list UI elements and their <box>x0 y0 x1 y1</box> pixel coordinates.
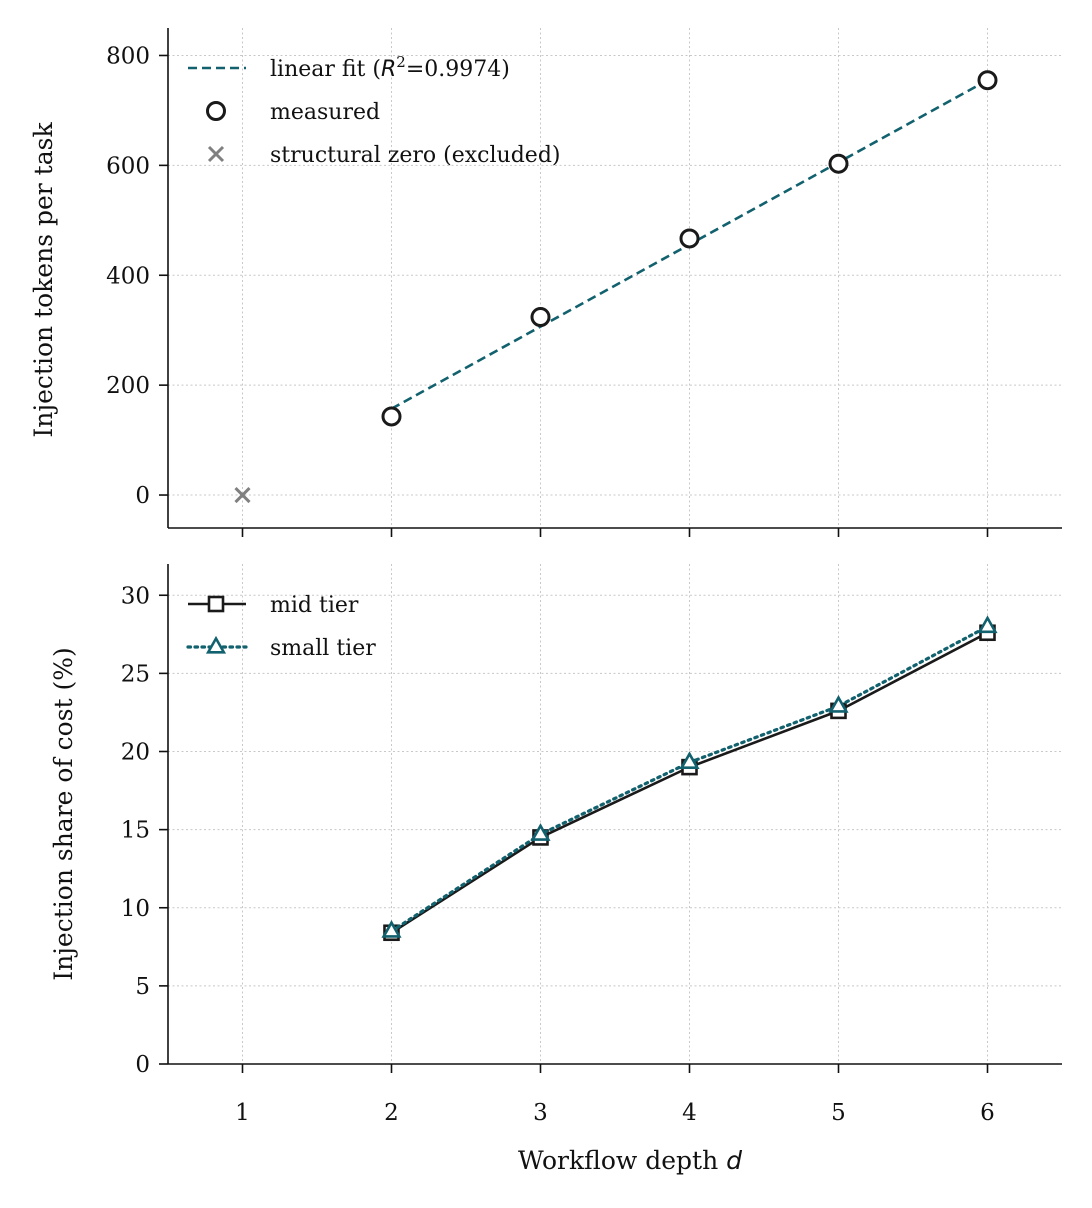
data-point <box>530 307 551 328</box>
x-axis-title: Workflow depth d <box>518 1146 742 1175</box>
x-axis-variable: d <box>726 1146 742 1175</box>
y-tick-label: 25 <box>121 661 150 687</box>
legend-marker <box>206 101 226 121</box>
data-point <box>381 920 402 938</box>
y-axis-title: Injection tokens per task <box>29 122 58 438</box>
x-tick-label: 2 <box>384 1100 399 1126</box>
y-tick-label: 800 <box>106 43 150 69</box>
y-tick-label: 600 <box>106 153 150 179</box>
bottom-panel: 0 5 10 15 20 25 30 1 2 3 4 5 6 Injection share of cos… <box>49 564 1062 1175</box>
data-point <box>679 228 700 249</box>
r-symbol: R <box>381 57 396 82</box>
r-superscript: 2 <box>396 53 406 71</box>
y-axis-title: Injection share of cost (%) <box>49 647 78 981</box>
legend-marker-stroke-b <box>207 145 225 163</box>
legend-marker <box>205 635 227 654</box>
data-point <box>977 70 998 91</box>
data-point <box>234 486 251 504</box>
legend-marker <box>207 595 225 613</box>
y-tick-label: 10 <box>121 896 150 922</box>
y-tick-label: 0 <box>135 483 150 509</box>
legend-entry: measured <box>206 100 380 125</box>
y-tick-label: 0 <box>135 1052 150 1078</box>
data-point <box>828 153 849 174</box>
x-tick-label: 3 <box>533 1100 548 1126</box>
r-value: =0.9974) <box>406 57 510 82</box>
legend-label: mid tier <box>270 593 359 618</box>
legend-label: structural zero (excluded) <box>270 143 560 168</box>
legend-entry: small tier <box>186 635 376 661</box>
y-tick-label: 200 <box>106 373 150 399</box>
data-point <box>679 751 700 770</box>
legend-label: linear fit (R2=0.9974) <box>270 53 510 82</box>
series-measured <box>381 70 998 427</box>
legend-entry: structural zero (excluded) <box>207 143 560 168</box>
data-point <box>977 615 998 634</box>
legend-marker <box>207 145 225 163</box>
y-tick-label: 30 <box>121 583 150 609</box>
x-tick-label: 4 <box>682 1100 697 1126</box>
legend-label: measured <box>270 100 380 125</box>
y-tick-label: 5 <box>135 974 150 1000</box>
data-point-stroke-b <box>234 486 251 504</box>
y-tick-label: 400 <box>106 263 150 289</box>
x-tick-label: 5 <box>831 1100 846 1126</box>
series-structural-zero-excluded- <box>234 486 251 504</box>
data-point <box>530 823 551 841</box>
y-tick-label: 15 <box>121 818 150 844</box>
series-small-tier <box>381 615 998 938</box>
y-tick-label: 20 <box>121 740 150 766</box>
x-tick-label: 1 <box>235 1100 250 1126</box>
top-panel: 0 200 400 600 800 Injection tokens per task li… <box>29 28 1062 537</box>
legend-entry: linear fit (R2=0.9974) <box>188 53 510 82</box>
legend-entry: mid tier <box>188 593 359 618</box>
data-point <box>381 406 402 427</box>
data-point <box>828 695 849 713</box>
legend-label: small tier <box>270 636 376 661</box>
x-tick-label: 6 <box>980 1100 995 1126</box>
